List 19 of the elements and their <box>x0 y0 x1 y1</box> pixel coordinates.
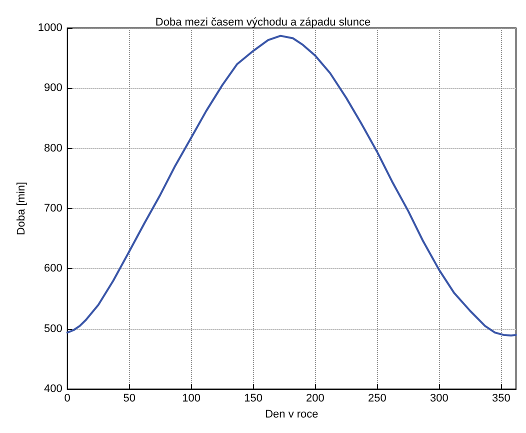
y-axis-title: Doba [min] <box>16 182 28 236</box>
x-tick-label: 0 <box>64 392 70 405</box>
x-tick-label: 300 <box>430 392 448 405</box>
y-tick-label: 900 <box>44 82 62 94</box>
line-series <box>66 34 517 337</box>
x-tick-label: 350 <box>492 392 510 405</box>
x-tick-label: 50 <box>123 392 136 405</box>
x-tick-label: 100 <box>182 392 200 405</box>
y-tick-label: 600 <box>44 262 62 275</box>
y-tick-label: 500 <box>44 322 62 335</box>
x-tick-label: 200 <box>306 392 324 405</box>
chart-title: Doba mezi časem východu a západu slunce <box>155 16 371 28</box>
x-axis-title: Den v roce <box>265 408 318 420</box>
x-tick-label: 250 <box>368 392 386 405</box>
y-tick-label: 400 <box>44 383 62 396</box>
y-tick-label: 800 <box>44 142 62 154</box>
y-tick-label: 700 <box>44 202 62 215</box>
y-tick-label: 1000 <box>38 22 62 34</box>
x-tick-label: 150 <box>244 392 262 405</box>
